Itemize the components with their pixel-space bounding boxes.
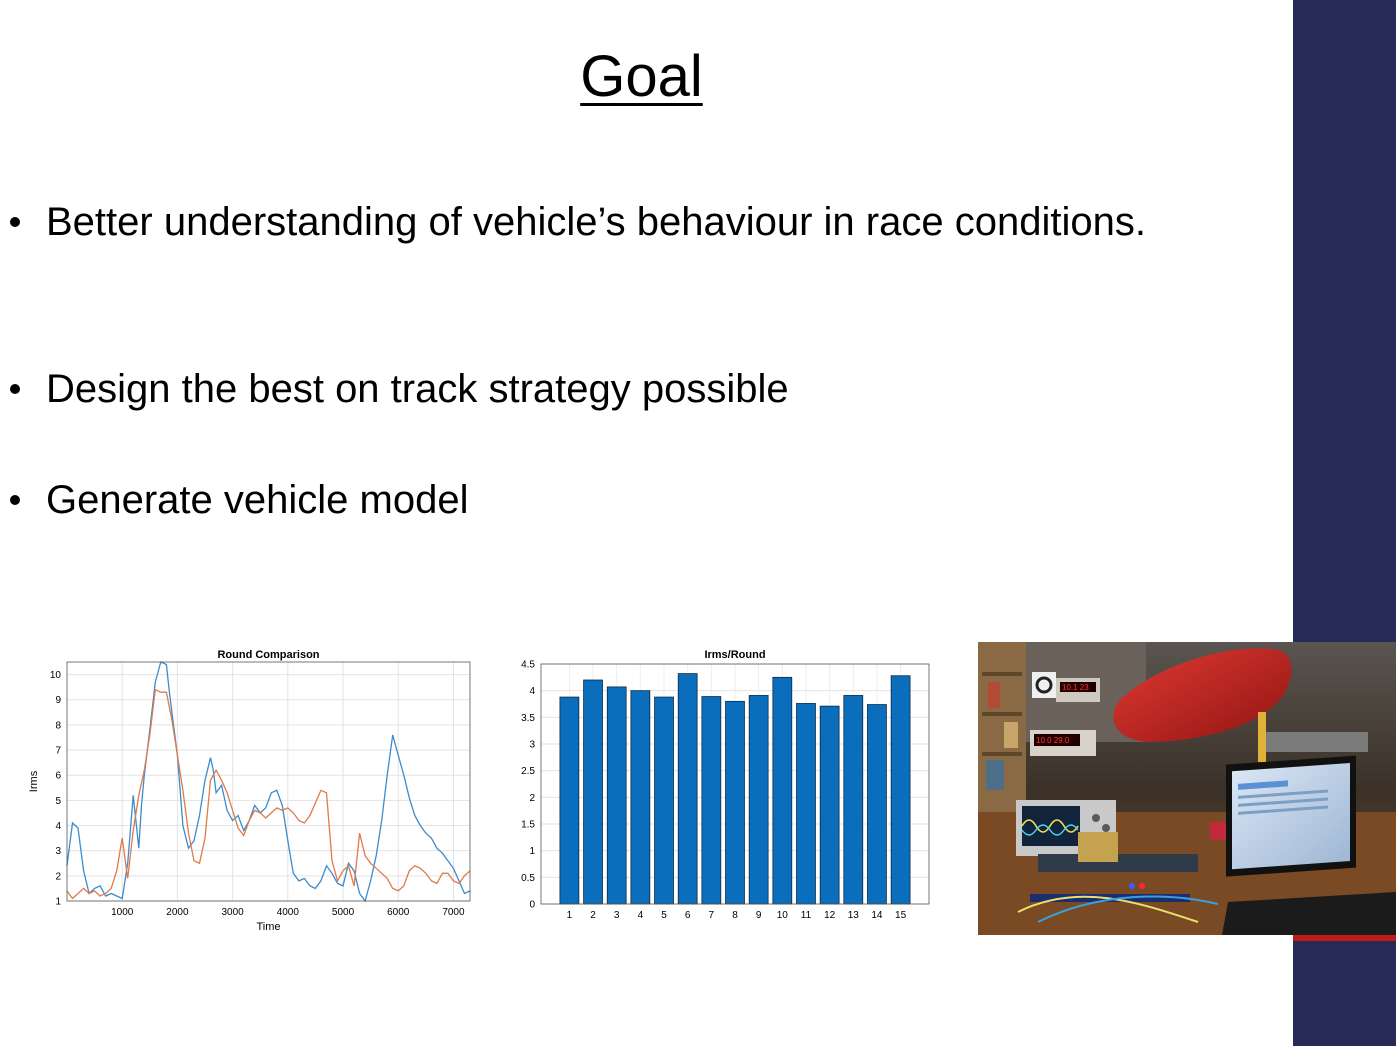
meter-readout-1: 10.1 23 — [1062, 683, 1089, 692]
y-tick-labels: 1 2 3 4 5 6 7 8 9 10 — [50, 670, 62, 907]
series-line-2 — [66, 688, 471, 900]
bar-1 — [559, 696, 580, 905]
bullet-text: Generate vehicle model — [46, 478, 469, 522]
x-tick-label: 8 — [732, 910, 738, 921]
chart-title: Round Comparison — [217, 649, 319, 661]
y-tick-label: 4.5 — [521, 660, 535, 671]
y-tick-label: 9 — [55, 695, 61, 706]
bullet-text: Design the best on track strategy possib… — [46, 367, 789, 411]
x-tick-label: 1000 — [111, 907, 134, 918]
y-tick-label: 0 — [529, 900, 535, 911]
y-tick-label: 3 — [55, 846, 61, 857]
y-tick-label: 3 — [529, 740, 535, 751]
bar-5 — [654, 696, 674, 905]
y-axis-label: Irms — [28, 770, 40, 792]
bar-9 — [748, 695, 769, 905]
y-tick-label: 0.5 — [521, 873, 535, 884]
red-vehicle-shell — [1113, 648, 1292, 742]
y-tick-label: 5 — [55, 796, 61, 807]
series-line-1 — [66, 661, 471, 903]
y-tick-label: 2 — [529, 793, 535, 804]
chart-title: Irms/Round — [704, 649, 765, 661]
box-red — [1210, 822, 1230, 840]
x-tick-label: 12 — [824, 910, 836, 921]
round-comparison-chart: Round Comparison 1000 2000 3000 4000 5000 6000… — [28, 649, 471, 933]
y-tick-label: 2.5 — [521, 766, 535, 777]
bar-14 — [867, 704, 887, 905]
y-tick-label: 6 — [55, 771, 61, 782]
y-tick-label: 4 — [55, 821, 61, 832]
meter-readout-2: 10.0 29.0 — [1036, 736, 1070, 745]
y-tick-label: 3.5 — [521, 713, 535, 724]
bar-12 — [819, 705, 840, 905]
slide-title: Goal — [580, 44, 703, 109]
laptop-base — [1222, 892, 1396, 935]
bar-13 — [843, 695, 864, 905]
x-tick-label: 3000 — [221, 907, 244, 918]
x-tick-label: 14 — [871, 910, 883, 921]
y-tick-label: 8 — [55, 720, 61, 731]
bar-4 — [630, 690, 651, 905]
bar-6 — [677, 673, 698, 905]
y-tick-label: 1 — [55, 897, 61, 908]
y-tick-label: 2 — [55, 871, 61, 882]
y-tick-label: 1 — [529, 846, 535, 857]
x-tick-label: 7000 — [442, 907, 465, 918]
y-tick-label: 1.5 — [521, 820, 535, 831]
x-tick-label: 4000 — [277, 907, 300, 918]
bullet-dot — [10, 495, 20, 505]
x-axis-label: Time — [256, 921, 280, 933]
x-tick-labels: 1 2 3 4 5 6 7 8 9 10 11 12 13 14 15 — [567, 910, 907, 921]
x-tick-label: 2000 — [166, 907, 189, 918]
plot-frame — [540, 663, 930, 905]
test-bench-photo: 10.1 23 10.0 29.0 — [978, 642, 1396, 935]
bar-11 — [796, 703, 816, 905]
bullet-text: Better understanding of vehicle’s behavi… — [46, 200, 1146, 244]
y-tick-label: 7 — [55, 746, 61, 757]
y-tick-label: 4 — [529, 686, 535, 697]
bar-10 — [772, 676, 793, 905]
x-tick-label: 3 — [614, 910, 620, 921]
bars — [559, 673, 911, 905]
x-tick-label: 5000 — [332, 907, 355, 918]
x-tick-labels: 1000 2000 3000 4000 5000 6000 7000 — [111, 907, 465, 918]
x-tick-label: 9 — [756, 910, 762, 921]
x-tick-label: 7 — [709, 910, 715, 921]
x-tick-label: 6 — [685, 910, 691, 921]
x-tick-label: 15 — [895, 910, 907, 921]
x-tick-label: 1 — [567, 910, 573, 921]
y-tick-label: 10 — [50, 670, 62, 681]
bar-15 — [890, 675, 911, 905]
laptop-screen — [1232, 762, 1350, 870]
x-tick-label: 2 — [590, 910, 596, 921]
y-tick-labels: 4.5 4 3.5 3 2.5 2 1.5 1 0.5 0 — [521, 660, 535, 911]
x-gridlines — [121, 662, 454, 901]
bar-2 — [583, 679, 603, 905]
accent-stripe — [1293, 935, 1396, 941]
x-tick-label: 6000 — [387, 907, 410, 918]
bullet-dot — [10, 217, 20, 227]
plot-frame — [66, 661, 471, 902]
bullet-dot — [10, 384, 20, 394]
x-tick-label: 4 — [638, 910, 644, 921]
bar-3 — [606, 686, 627, 905]
x-tick-label: 5 — [661, 910, 667, 921]
bar-7 — [701, 696, 722, 905]
x-tick-label: 10 — [777, 910, 789, 921]
x-tick-label: 13 — [848, 910, 860, 921]
bar-8 — [725, 700, 745, 905]
x-tick-label: 11 — [801, 910, 812, 921]
